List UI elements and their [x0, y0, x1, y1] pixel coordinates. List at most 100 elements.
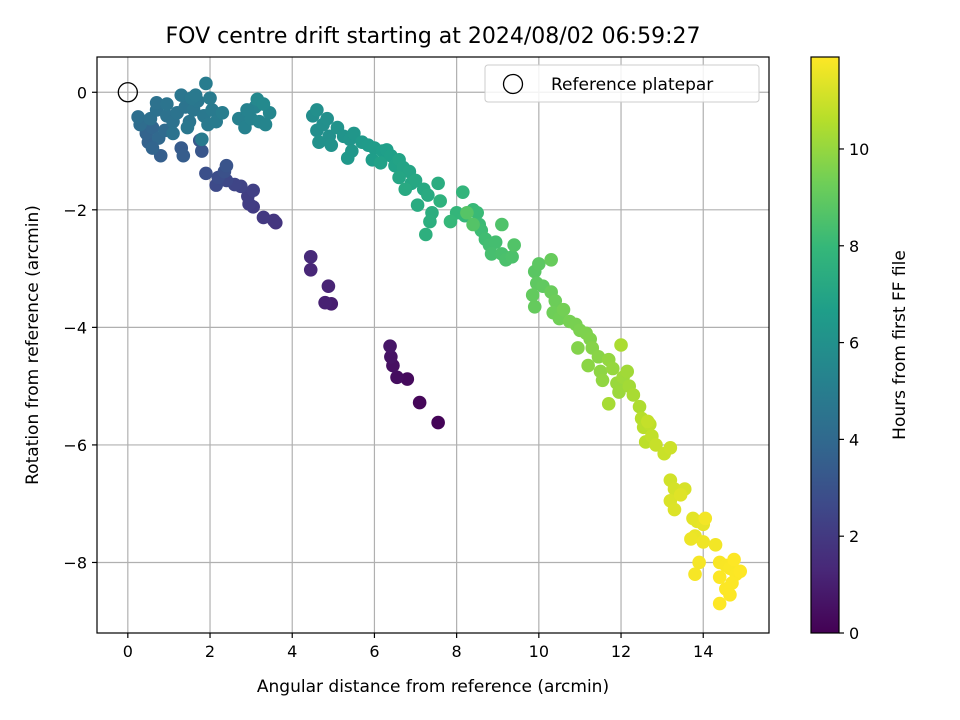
data-point — [606, 361, 620, 376]
data-point — [708, 538, 723, 552]
y-tick-label: −2 — [63, 201, 87, 220]
data-point — [246, 183, 260, 198]
y-tick-label: 0 — [77, 83, 87, 102]
data-point — [400, 372, 415, 386]
data-point — [347, 126, 361, 141]
data-point — [398, 182, 413, 197]
data-point — [410, 198, 425, 212]
data-point — [470, 205, 484, 220]
data-point — [423, 214, 437, 229]
data-point — [205, 103, 219, 117]
data-point — [256, 97, 271, 111]
y-tick-label: −6 — [63, 436, 87, 455]
data-point — [640, 414, 655, 429]
data-point — [312, 135, 326, 150]
data-point — [692, 555, 706, 570]
data-point — [527, 299, 542, 314]
data-points — [131, 76, 748, 611]
x-tick-label: 0 — [123, 642, 133, 661]
data-point — [723, 587, 737, 602]
colorbar-label: Hours from first FF file — [890, 250, 910, 440]
data-point — [195, 144, 209, 158]
data-point — [303, 262, 318, 277]
colorbar-tick-label: 2 — [849, 527, 859, 546]
data-point — [688, 567, 702, 582]
x-tick-label: 10 — [529, 642, 549, 661]
reference-platepar-point — [117, 82, 138, 103]
data-point — [412, 395, 427, 410]
legend-marker-open-circle — [502, 73, 524, 95]
x-tick-label: 6 — [369, 642, 379, 661]
data-point — [318, 295, 332, 310]
data-point — [571, 341, 585, 355]
x-tick-label: 2 — [205, 642, 215, 661]
data-point — [673, 488, 688, 502]
data-point — [455, 185, 470, 199]
data-point — [324, 138, 339, 152]
data-point — [544, 252, 558, 267]
data-point — [419, 227, 433, 242]
data-point — [176, 148, 191, 163]
data-point — [258, 117, 273, 132]
data-point — [195, 132, 209, 147]
data-point — [431, 415, 445, 430]
x-tick-label: 4 — [287, 642, 297, 661]
data-point — [632, 399, 647, 414]
grid-lines — [97, 57, 769, 633]
colorbar-tick-label: 0 — [849, 624, 859, 643]
data-point — [408, 173, 423, 188]
data-point — [556, 302, 571, 317]
chart-title: FOV centre drift starting at 2024/08/02 … — [166, 24, 701, 49]
colorbar — [810, 56, 840, 634]
data-point — [443, 214, 458, 229]
data-point — [203, 91, 217, 105]
data-point — [149, 96, 164, 110]
data-point — [199, 166, 213, 181]
data-point — [620, 364, 635, 379]
data-point — [649, 438, 663, 452]
data-point — [495, 217, 509, 232]
data-point — [663, 441, 678, 455]
data-point — [310, 103, 324, 117]
data-point — [421, 188, 435, 202]
data-point — [612, 385, 626, 399]
data-point — [199, 76, 213, 91]
y-tick-label: −8 — [63, 553, 87, 572]
data-point — [591, 349, 606, 364]
data-point — [595, 373, 610, 388]
data-point — [712, 570, 727, 584]
legend: Reference platepar — [484, 64, 760, 103]
data-point — [160, 97, 174, 111]
data-point — [488, 235, 503, 249]
colorbar-tick-label: 4 — [849, 430, 859, 449]
data-point — [340, 151, 355, 165]
data-point — [733, 564, 748, 579]
data-point — [698, 511, 713, 526]
data-point — [131, 110, 145, 124]
data-point — [392, 170, 406, 185]
data-point — [433, 194, 447, 208]
data-point — [188, 88, 203, 103]
data-point — [727, 552, 741, 567]
data-point — [180, 120, 195, 135]
data-point — [548, 294, 563, 308]
data-point — [684, 532, 698, 546]
data-point — [525, 288, 540, 302]
data-point — [466, 217, 480, 232]
data-point — [383, 339, 397, 353]
legend-label: Reference platepar — [551, 75, 713, 95]
data-point — [484, 247, 499, 261]
data-point — [614, 338, 628, 352]
colorbar-tick-label: 10 — [849, 140, 869, 159]
data-point — [507, 238, 521, 252]
data-point — [215, 106, 230, 120]
data-point — [321, 279, 336, 294]
x-tick-label: 8 — [452, 642, 462, 661]
x-tick-label: 14 — [693, 642, 713, 661]
colorbar-tick-label: 8 — [849, 237, 859, 256]
x-axis-label: Angular distance from reference (arcmin) — [257, 677, 609, 697]
plot-frame — [96, 56, 770, 634]
data-point — [532, 257, 546, 271]
x-tick-label: 12 — [611, 642, 631, 661]
